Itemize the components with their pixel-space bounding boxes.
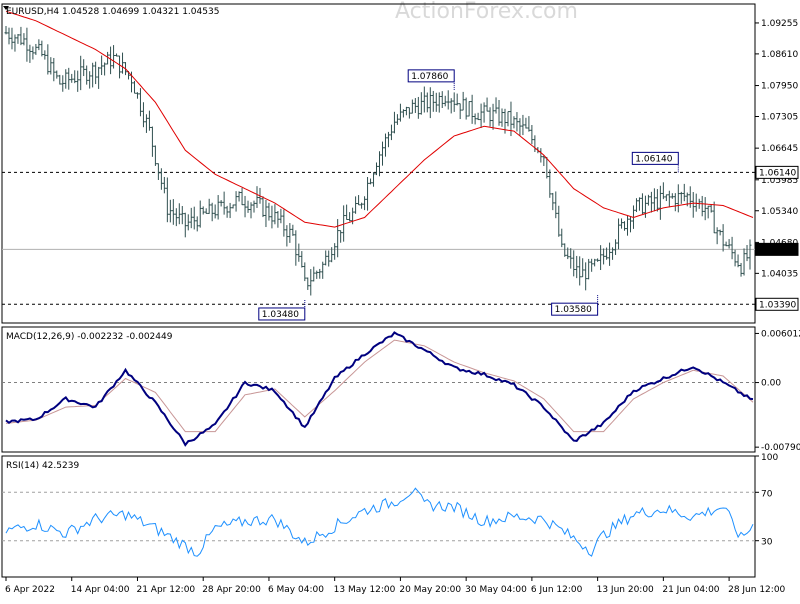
pane-frame-0 [1, 3, 756, 324]
macd-series-0 [5, 331, 754, 447]
x-tick-label: 21 Apr 12:00 [136, 585, 195, 595]
price-level-label: 1.06140 [759, 168, 796, 178]
price-y-tick-label: 1.05340 [761, 207, 798, 217]
macd-y-tick-label: 0.00 [761, 379, 781, 389]
rsi-pane-title: RSI(14) 42.5239 [6, 461, 79, 471]
pane-frame-2 [1, 455, 756, 578]
annotation-box [407, 69, 455, 83]
moving-average-line [5, 10, 754, 228]
x-tick-label: 20 May 20:00 [399, 585, 461, 595]
x-tick-label: 6 Apr 2022 [5, 585, 55, 595]
x-tick-label: 30 May 04:00 [465, 585, 527, 595]
x-tick-label: 21 Jun 04:00 [662, 585, 719, 595]
x-tick-label: 14 Apr 04:00 [71, 585, 130, 595]
annotation-box [258, 307, 306, 321]
price-y-tick-label: 1.05985 [761, 176, 798, 186]
price-level-label: 1.04535 [759, 245, 796, 255]
x-tick-label: 6 May 04:00 [268, 585, 324, 595]
annotation-label: 1.03580 [555, 305, 592, 315]
price-level-tag [755, 242, 799, 256]
price-y-tick-label: 1.08610 [761, 50, 798, 60]
rsi-y-tick-label: 70 [761, 489, 773, 499]
annotation-label: 1.03480 [262, 310, 299, 320]
annotation-box [631, 151, 679, 165]
price-level-tag [755, 297, 799, 311]
annotation-label: 1.07860 [411, 72, 448, 82]
price-pane-title: EURUSD,H4 1.04528 1.04699 1.04321 1.0453… [6, 7, 219, 17]
x-tick-label: 13 Jun 20:00 [597, 585, 654, 595]
macd-pane-title: MACD(12,26,9) -0.002232 -0.002449 [6, 332, 173, 342]
macd-y-tick-label: 0.006012 [761, 329, 800, 339]
macd-y-tick-label: -0.007907 [761, 443, 800, 453]
price-y-tick-label: 1.04035 [761, 269, 798, 279]
price-y-tick-label: 1.09255 [761, 19, 798, 29]
price-y-tick-label: 1.07950 [761, 82, 798, 92]
price-level-label: 1.03390 [759, 300, 796, 310]
annotation-label: 1.06140 [635, 154, 672, 164]
x-tick-label: 28 Apr 20:00 [202, 585, 261, 595]
rsi-series-0 [5, 487, 754, 557]
rsi-y-tick-label: 30 [761, 538, 773, 548]
price-y-tick-label: 1.06645 [761, 144, 798, 154]
price-level-tag [755, 165, 799, 179]
x-tick-label: 13 May 12:00 [334, 585, 396, 595]
pane-frame-1 [1, 326, 756, 453]
pane-menu-icon [3, 6, 9, 10]
macd-series-1 [5, 339, 754, 433]
price-y-tick-label: 1.07305 [761, 112, 798, 122]
rsi-y-tick-label: 100 [761, 453, 778, 463]
annotation-box [551, 302, 599, 316]
x-tick-label: 28 Jun 12:00 [728, 585, 785, 595]
x-tick-label: 6 Jun 12:00 [531, 585, 583, 595]
